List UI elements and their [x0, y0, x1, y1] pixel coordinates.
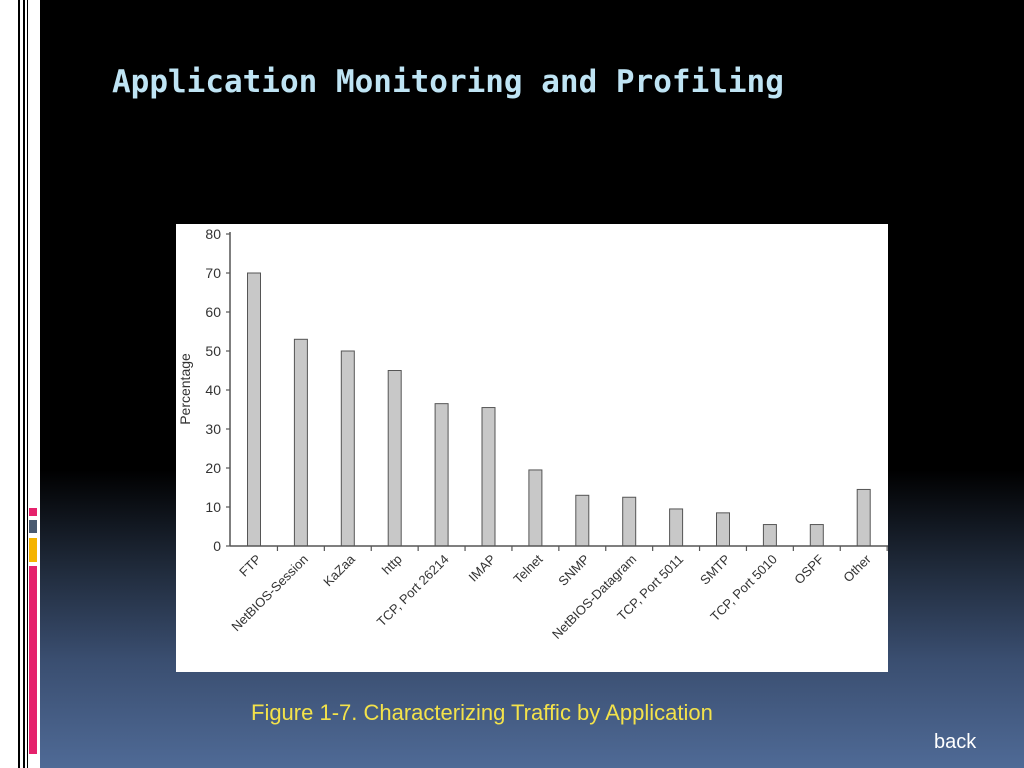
- bar: [716, 512, 730, 547]
- bar: [340, 350, 355, 547]
- accent-block: [29, 508, 37, 516]
- x-tick-label: FTP: [236, 552, 264, 580]
- x-tick-label: KaZaa: [320, 551, 358, 589]
- bar: [293, 338, 308, 547]
- accent-block: [29, 538, 37, 562]
- accent-block: [29, 566, 37, 754]
- strip-line: [18, 0, 20, 768]
- bar: [809, 524, 824, 547]
- strip-line: [27, 0, 28, 768]
- bar: [762, 524, 777, 547]
- x-tick-label: Other: [840, 551, 874, 585]
- x-tick-label: SMTP: [697, 552, 733, 588]
- y-tick-label: 60: [205, 304, 221, 320]
- x-tick-label: IMAP: [466, 552, 499, 585]
- y-tick-label: 10: [205, 499, 221, 515]
- x-tick-label: SNMP: [555, 552, 592, 589]
- bar: [669, 508, 684, 547]
- y-tick-label: 80: [205, 226, 221, 242]
- left-decorative-strip: [0, 0, 40, 768]
- y-tick-label: 50: [205, 343, 221, 359]
- bar: [247, 272, 261, 547]
- bar: [575, 494, 590, 547]
- bar: [856, 488, 871, 547]
- y-tick-label: 40: [205, 382, 221, 398]
- x-tick-label: http: [379, 552, 405, 578]
- figure-caption: Figure 1-7. Characterizing Traffic by Ap…: [251, 700, 713, 725]
- y-tick-label: 30: [205, 421, 221, 437]
- bar: [434, 403, 449, 547]
- x-tick-label: OSPF: [791, 551, 827, 587]
- slide-title: Application Monitoring and Profiling: [112, 64, 784, 100]
- back-link[interactable]: back: [934, 731, 977, 753]
- y-tick-label: 0: [213, 538, 221, 554]
- x-tick-label: Telnet: [510, 551, 545, 586]
- y-tick-label: 70: [205, 265, 221, 281]
- x-tick-label: NetBIOS-Datagram: [549, 552, 639, 642]
- y-axis-title: Percentage: [177, 353, 193, 425]
- bar: [387, 370, 402, 547]
- accent-block: [29, 520, 37, 533]
- bar: [481, 407, 496, 547]
- y-tick-label: 20: [205, 460, 221, 476]
- bar: [622, 496, 637, 547]
- chart-figure: 0 10 20 30 40 50 60 70 80 FTP NetBIOS-Session KaZa…: [176, 224, 888, 672]
- bar: [528, 469, 543, 547]
- strip-line: [23, 0, 25, 768]
